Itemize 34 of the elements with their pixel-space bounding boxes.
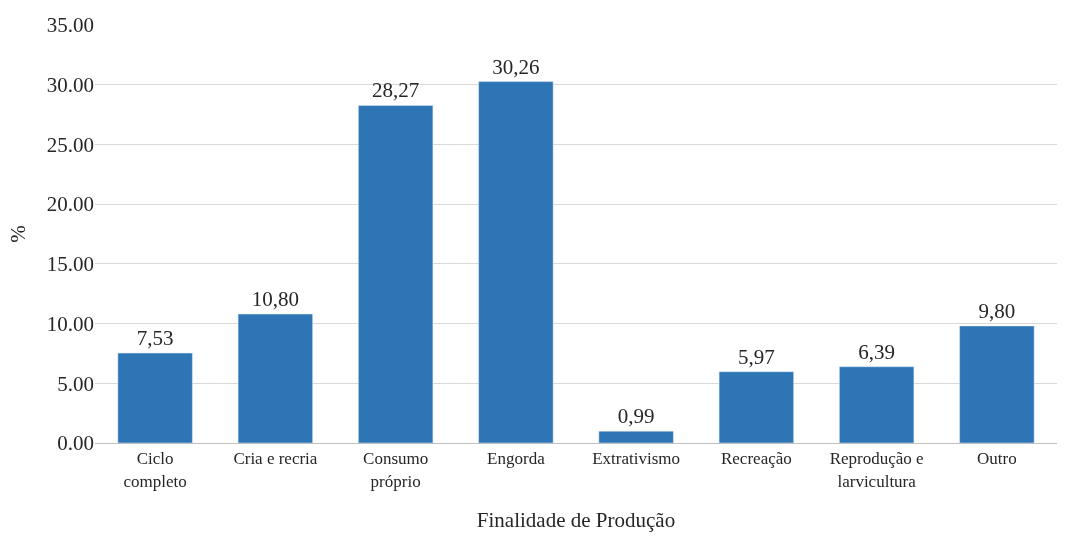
bar [959,325,1035,443]
x-axis-title: Finalidade de Produção [476,507,676,532]
x-tick-label: Cria e recria [233,449,318,469]
data-label: 0,99 [617,404,655,429]
bar [478,81,554,443]
x-tick-label: Engorda [487,449,546,469]
data-label: 30,26 [492,54,540,79]
y-axis-title: % [5,225,30,243]
y-tick-label: 25.00 [46,132,94,157]
data-label: 10,80 [251,287,299,312]
x-tick-label: Extrativismo [592,449,681,469]
y-tick-label: 0.00 [57,431,94,456]
data-label: 28,27 [372,78,420,103]
x-tick-label: Outro [977,449,1017,469]
y-tick-label: 30.00 [46,73,94,98]
y-tick-label: 35.00 [46,13,94,38]
bar [718,371,794,443]
y-tick-label: 5.00 [57,371,94,396]
x-tick-label: Recreação [720,449,792,469]
bar [839,366,915,443]
x-tick-label: Reprodução e larvicultura [829,449,924,491]
data-label: 5,97 [738,344,775,369]
data-label: 9,80 [978,298,1016,323]
y-tick-label: 15.00 [46,252,94,277]
bar [598,430,674,443]
bar [358,105,434,443]
y-tick-label: 20.00 [46,192,94,217]
data-label: 6,39 [858,339,895,364]
bar [117,352,193,443]
x-tick-label: Consumo próprio [363,449,429,491]
y-tick-label: 10.00 [46,311,94,336]
x-tick-label: Ciclo completo [123,449,187,491]
data-label: 7,53 [136,326,174,351]
bar [237,313,313,443]
